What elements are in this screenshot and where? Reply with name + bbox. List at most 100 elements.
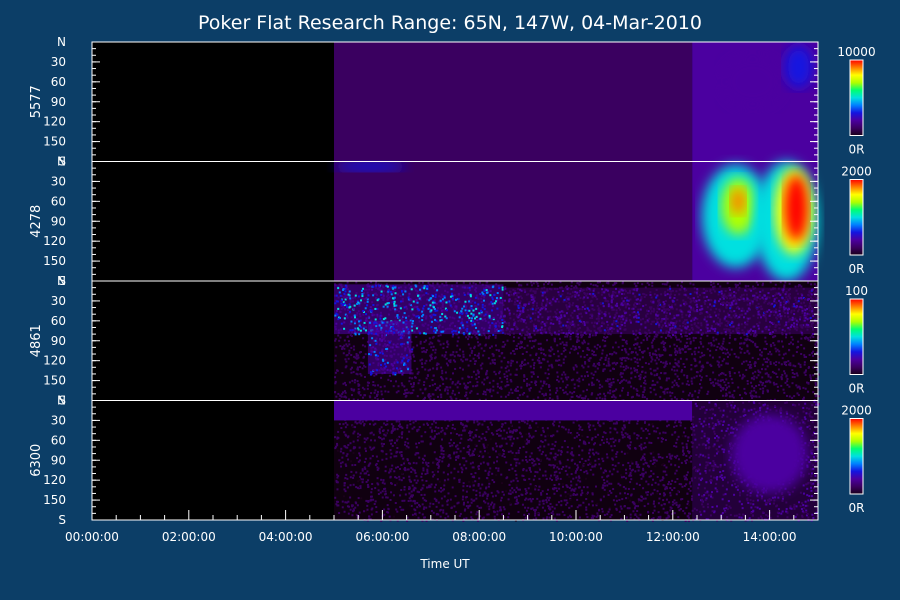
intensity-speck	[651, 284, 654, 287]
intensity-speck	[799, 305, 802, 308]
intensity-speck	[545, 302, 548, 305]
intensity-speck	[487, 330, 490, 333]
intensity-speck	[418, 316, 421, 319]
intensity-speck	[384, 390, 387, 393]
intensity-speck	[788, 363, 791, 366]
intensity-speck	[391, 327, 394, 330]
intensity-speck	[742, 360, 745, 363]
intensity-speck	[588, 383, 591, 386]
intensity-speck	[457, 297, 460, 300]
intensity-speck	[348, 310, 351, 313]
intensity-speck	[374, 384, 377, 387]
intensity-speck	[526, 333, 529, 336]
intensity-speck	[728, 323, 731, 326]
intensity-speck	[538, 503, 541, 506]
intensity-speck	[538, 390, 541, 393]
intensity-speck	[642, 292, 645, 295]
intensity-speck	[355, 352, 358, 355]
intensity-speck	[806, 308, 809, 311]
intensity-speck	[786, 308, 789, 311]
intensity-speck	[541, 294, 544, 297]
intensity-speck	[359, 486, 362, 489]
intensity-speck	[738, 314, 741, 317]
intensity-speck	[683, 365, 686, 368]
intensity-speck	[627, 353, 630, 356]
intensity-speck	[427, 393, 430, 396]
intensity-speck	[432, 306, 435, 309]
intensity-speck	[441, 298, 444, 301]
intensity-speck	[480, 347, 483, 350]
intensity-speck	[632, 332, 635, 335]
intensity-speck	[716, 345, 719, 348]
intensity-speck	[363, 364, 366, 367]
intensity-speck	[672, 334, 675, 337]
intensity-speck	[682, 302, 685, 305]
intensity-speck	[750, 366, 753, 369]
intensity-speck	[386, 343, 389, 346]
intensity-speck	[370, 332, 373, 335]
intensity-speck	[815, 368, 818, 371]
intensity-speck	[739, 351, 742, 354]
intensity-speck	[382, 294, 385, 297]
intensity-speck	[633, 315, 636, 318]
intensity-speck	[691, 328, 694, 331]
intensity-speck	[359, 394, 362, 397]
intensity-speck	[376, 369, 379, 372]
intensity-speck	[808, 290, 811, 293]
intensity-speck	[379, 351, 382, 354]
intensity-speck	[678, 288, 681, 291]
intensity-speck	[806, 337, 809, 340]
intensity-speck	[778, 309, 781, 312]
intensity-speck	[452, 333, 455, 336]
intensity-speck	[514, 292, 517, 295]
intensity-speck	[693, 323, 696, 326]
intensity-speck	[674, 396, 677, 399]
intensity-speck	[555, 315, 558, 318]
intensity-speck	[454, 330, 457, 333]
intensity-speck	[651, 352, 654, 355]
intensity-speck	[431, 423, 434, 426]
intensity-speck	[632, 330, 635, 333]
intensity-speck	[493, 302, 496, 305]
intensity-speck	[671, 454, 674, 457]
intensity-speck	[671, 307, 674, 310]
intensity-speck	[676, 338, 679, 341]
intensity-speck	[658, 301, 661, 304]
intensity-speck	[549, 355, 552, 358]
intensity-speck	[449, 361, 452, 364]
intensity-speck	[525, 350, 528, 353]
intensity-speck	[731, 367, 734, 370]
intensity-speck	[357, 354, 360, 357]
intensity-speck	[535, 380, 538, 383]
intensity-speck	[639, 376, 642, 379]
intensity-speck	[409, 392, 412, 395]
intensity-speck	[588, 336, 591, 339]
intensity-speck	[615, 312, 618, 315]
intensity-speck	[339, 294, 342, 297]
intensity-speck	[415, 285, 418, 288]
intensity-speck	[767, 373, 770, 376]
intensity-speck	[593, 345, 596, 348]
intensity-speck	[773, 383, 776, 386]
intensity-speck	[709, 315, 712, 318]
intensity-speck	[406, 360, 409, 363]
intensity-speck	[618, 290, 621, 293]
intensity-speck	[792, 364, 795, 367]
intensity-speck	[465, 391, 468, 394]
intensity-speck	[384, 303, 387, 306]
intensity-speck	[607, 281, 610, 284]
intensity-speck	[700, 376, 703, 379]
intensity-speck	[466, 309, 469, 312]
intensity-speck	[604, 397, 607, 400]
intensity-speck	[430, 358, 433, 361]
intensity-speck	[781, 328, 784, 331]
intensity-speck	[716, 331, 719, 334]
intensity-speck	[648, 351, 651, 354]
intensity-speck	[473, 347, 476, 350]
intensity-speck	[382, 359, 385, 362]
intensity-speck	[688, 332, 691, 335]
intensity-speck	[621, 344, 624, 347]
intensity-speck	[712, 339, 715, 342]
intensity-speck	[676, 351, 679, 354]
intensity-speck	[692, 339, 695, 342]
